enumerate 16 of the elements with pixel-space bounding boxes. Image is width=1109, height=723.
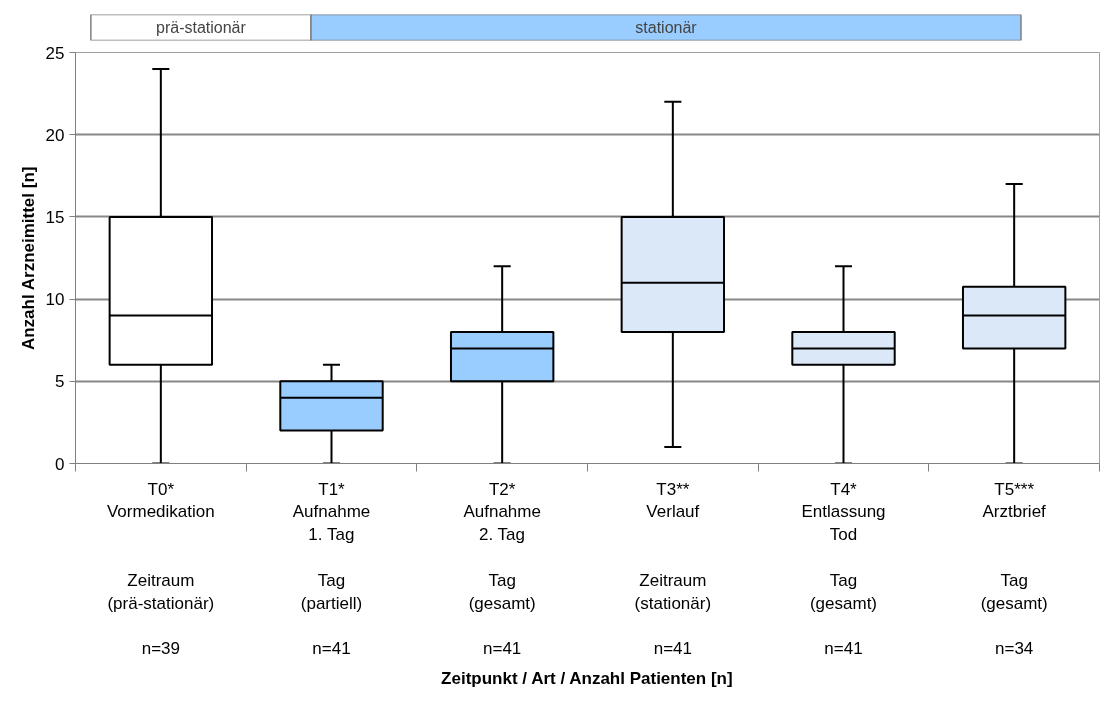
text: Zeitpunkt / Art / Anzahl Patienten [n] bbox=[441, 668, 733, 688]
category-label: T0* Vormedikation Zeitraum (prä-stationär) n=39 bbox=[106, 479, 215, 659]
y-tick-label: 25 bbox=[45, 43, 65, 63]
text: prä-stationär bbox=[156, 19, 247, 36]
y-tick-label: 5 bbox=[55, 372, 65, 392]
y-tick-label: 20 bbox=[45, 125, 65, 145]
category-label: T1* Aufnahme 1. Tag Tag (partiell) n=41 bbox=[292, 479, 371, 659]
y-tick-label: 15 bbox=[45, 207, 65, 227]
category-label: T4* Entlassung Tod Tag (gesamt) n=41 bbox=[801, 479, 886, 659]
y-axis-title: Anzahl Arzneimittel [n] bbox=[18, 166, 38, 351]
text: stationär bbox=[635, 19, 698, 36]
y-tick-label: 0 bbox=[55, 454, 65, 474]
y-tick-label: 10 bbox=[45, 290, 65, 310]
category-label: T5*** Arztbrief Tag (gesamt) n=34 bbox=[980, 479, 1048, 659]
category-label: T3** Verlauf Zeitraum (stationär) n=41 bbox=[634, 479, 712, 659]
category-label: T2* Aufnahme 2. Tag Tag (gesamt) n=41 bbox=[463, 479, 541, 659]
